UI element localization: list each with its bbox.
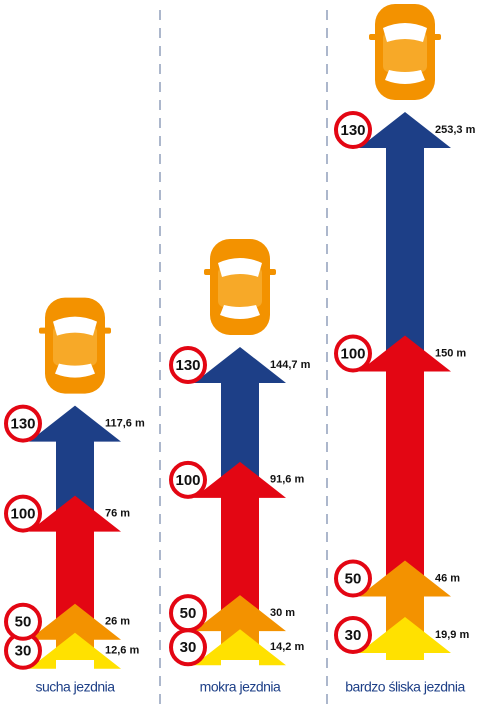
category-label: bardzo śliska jezdnia (345, 679, 465, 695)
speed-sign-label: 50 (345, 570, 362, 587)
car-mirror (103, 328, 111, 334)
chart: sucha jezdnia 12,6 m 30 26 m 50 76 m 100 117,6 … (0, 0, 486, 704)
value-label: 12,6 m (105, 645, 139, 657)
value-label: 14,2 m (270, 641, 304, 653)
value-label: 117,6 m (105, 417, 145, 429)
value-label: 26 m (105, 616, 130, 628)
car-mirror (369, 34, 377, 40)
value-label: 144,7 m (270, 359, 311, 371)
speed-sign-label: 30 (345, 627, 362, 644)
car-mirror (204, 269, 212, 275)
value-label: 150 m (435, 347, 466, 359)
category-label: sucha jezdnia (35, 679, 115, 695)
speed-sign-label: 100 (340, 345, 365, 362)
value-label: 76 m (105, 507, 130, 519)
car-mirror (268, 269, 276, 275)
car-rear-window (385, 70, 425, 84)
speed-sign-label: 130 (10, 416, 35, 433)
car-icon (39, 298, 111, 394)
value-label: 30 m (270, 607, 295, 619)
speed-sign-label: 100 (10, 506, 35, 523)
speed-sign-label: 130 (175, 357, 200, 374)
car-rear-window (220, 305, 260, 319)
speed-sign-label: 30 (15, 643, 32, 660)
value-label: 19,9 m (435, 629, 469, 641)
value-label: 253,3 m (435, 124, 476, 136)
car-icon (204, 239, 276, 335)
value-label: 46 m (435, 572, 460, 584)
speed-sign-label: 50 (180, 605, 197, 622)
car-icon (369, 4, 441, 100)
car-rear-window (55, 364, 95, 378)
speed-sign-label: 130 (340, 122, 365, 139)
value-label: 91,6 m (270, 474, 304, 486)
speed-sign-label: 30 (180, 639, 197, 656)
car-mirror (433, 34, 441, 40)
category-label: mokra jezdnia (200, 679, 281, 695)
car-mirror (39, 328, 47, 334)
speed-sign-label: 50 (15, 614, 32, 631)
speed-sign-label: 100 (175, 472, 200, 489)
